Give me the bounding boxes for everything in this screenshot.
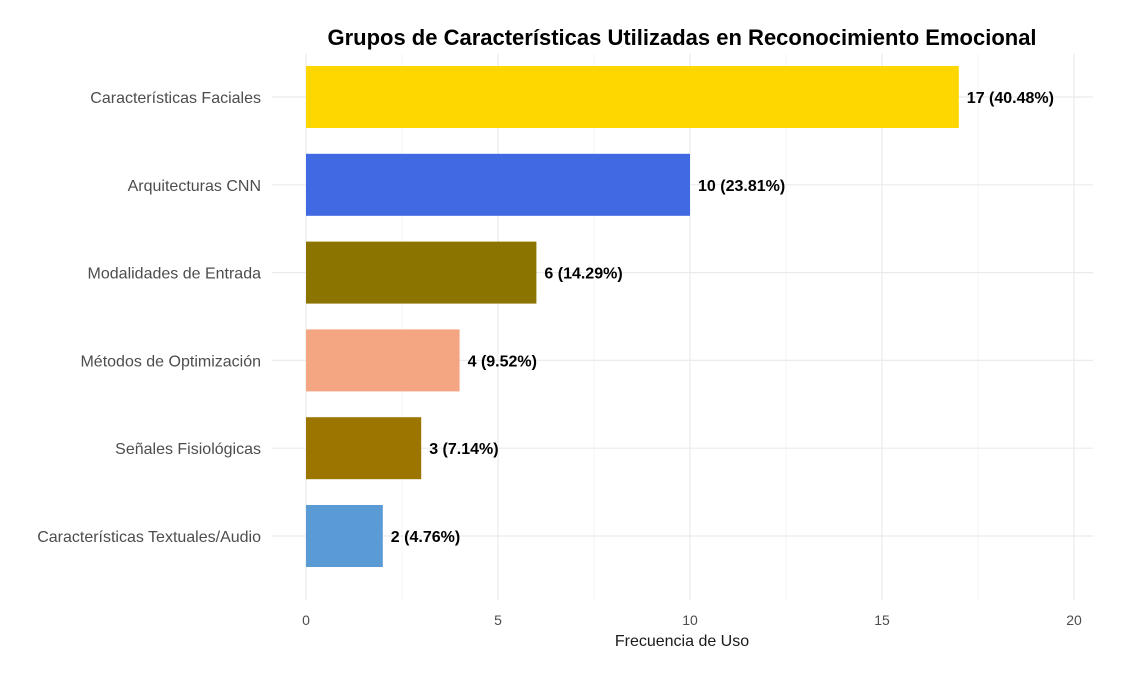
category-label: Arquitecturas CNN bbox=[128, 178, 261, 195]
chart-title: Grupos de Características Utilizadas en … bbox=[327, 25, 1036, 50]
category-label: Modalidades de Entrada bbox=[88, 266, 262, 283]
x-axis-ticks: 0 5 10 15 20 bbox=[302, 612, 1082, 628]
bar bbox=[306, 153, 690, 216]
bar bbox=[306, 417, 422, 480]
x-tick-label: 5 bbox=[494, 612, 502, 628]
category-label: Métodos de Optimización bbox=[80, 353, 261, 370]
category-label: Señales Fisiológicas bbox=[115, 441, 261, 458]
x-tick-label: 20 bbox=[1066, 612, 1082, 628]
category-label: Características Faciales bbox=[90, 90, 261, 107]
bar bbox=[306, 66, 959, 128]
bar-data-label: 3 (7.14%) bbox=[429, 441, 498, 458]
x-tick-label: 0 bbox=[302, 612, 310, 628]
x-axis-title: Frecuencia de Uso bbox=[615, 633, 749, 650]
bar-data-label: 6 (14.29%) bbox=[544, 266, 622, 283]
bars-layer: 17 (40.48%) 10 (23.81%) 6 (14.29%) 4 (9.52%… bbox=[306, 66, 1054, 567]
bar-data-label: 2 (4.76%) bbox=[391, 529, 460, 546]
category-label: Características Textuales/Audio bbox=[37, 529, 261, 546]
bar bbox=[306, 329, 460, 392]
bar-data-label: 17 (40.48%) bbox=[967, 90, 1054, 107]
x-tick-label: 15 bbox=[874, 612, 890, 628]
bar bbox=[306, 241, 537, 304]
grid-layer bbox=[272, 54, 1093, 600]
bar-data-label: 4 (9.52%) bbox=[468, 353, 537, 370]
x-tick-label: 10 bbox=[682, 612, 698, 628]
bar-data-label: 10 (23.81%) bbox=[698, 178, 785, 195]
bar bbox=[306, 505, 383, 567]
category-labels: Características Faciales Arquitecturas CN… bbox=[37, 90, 261, 546]
